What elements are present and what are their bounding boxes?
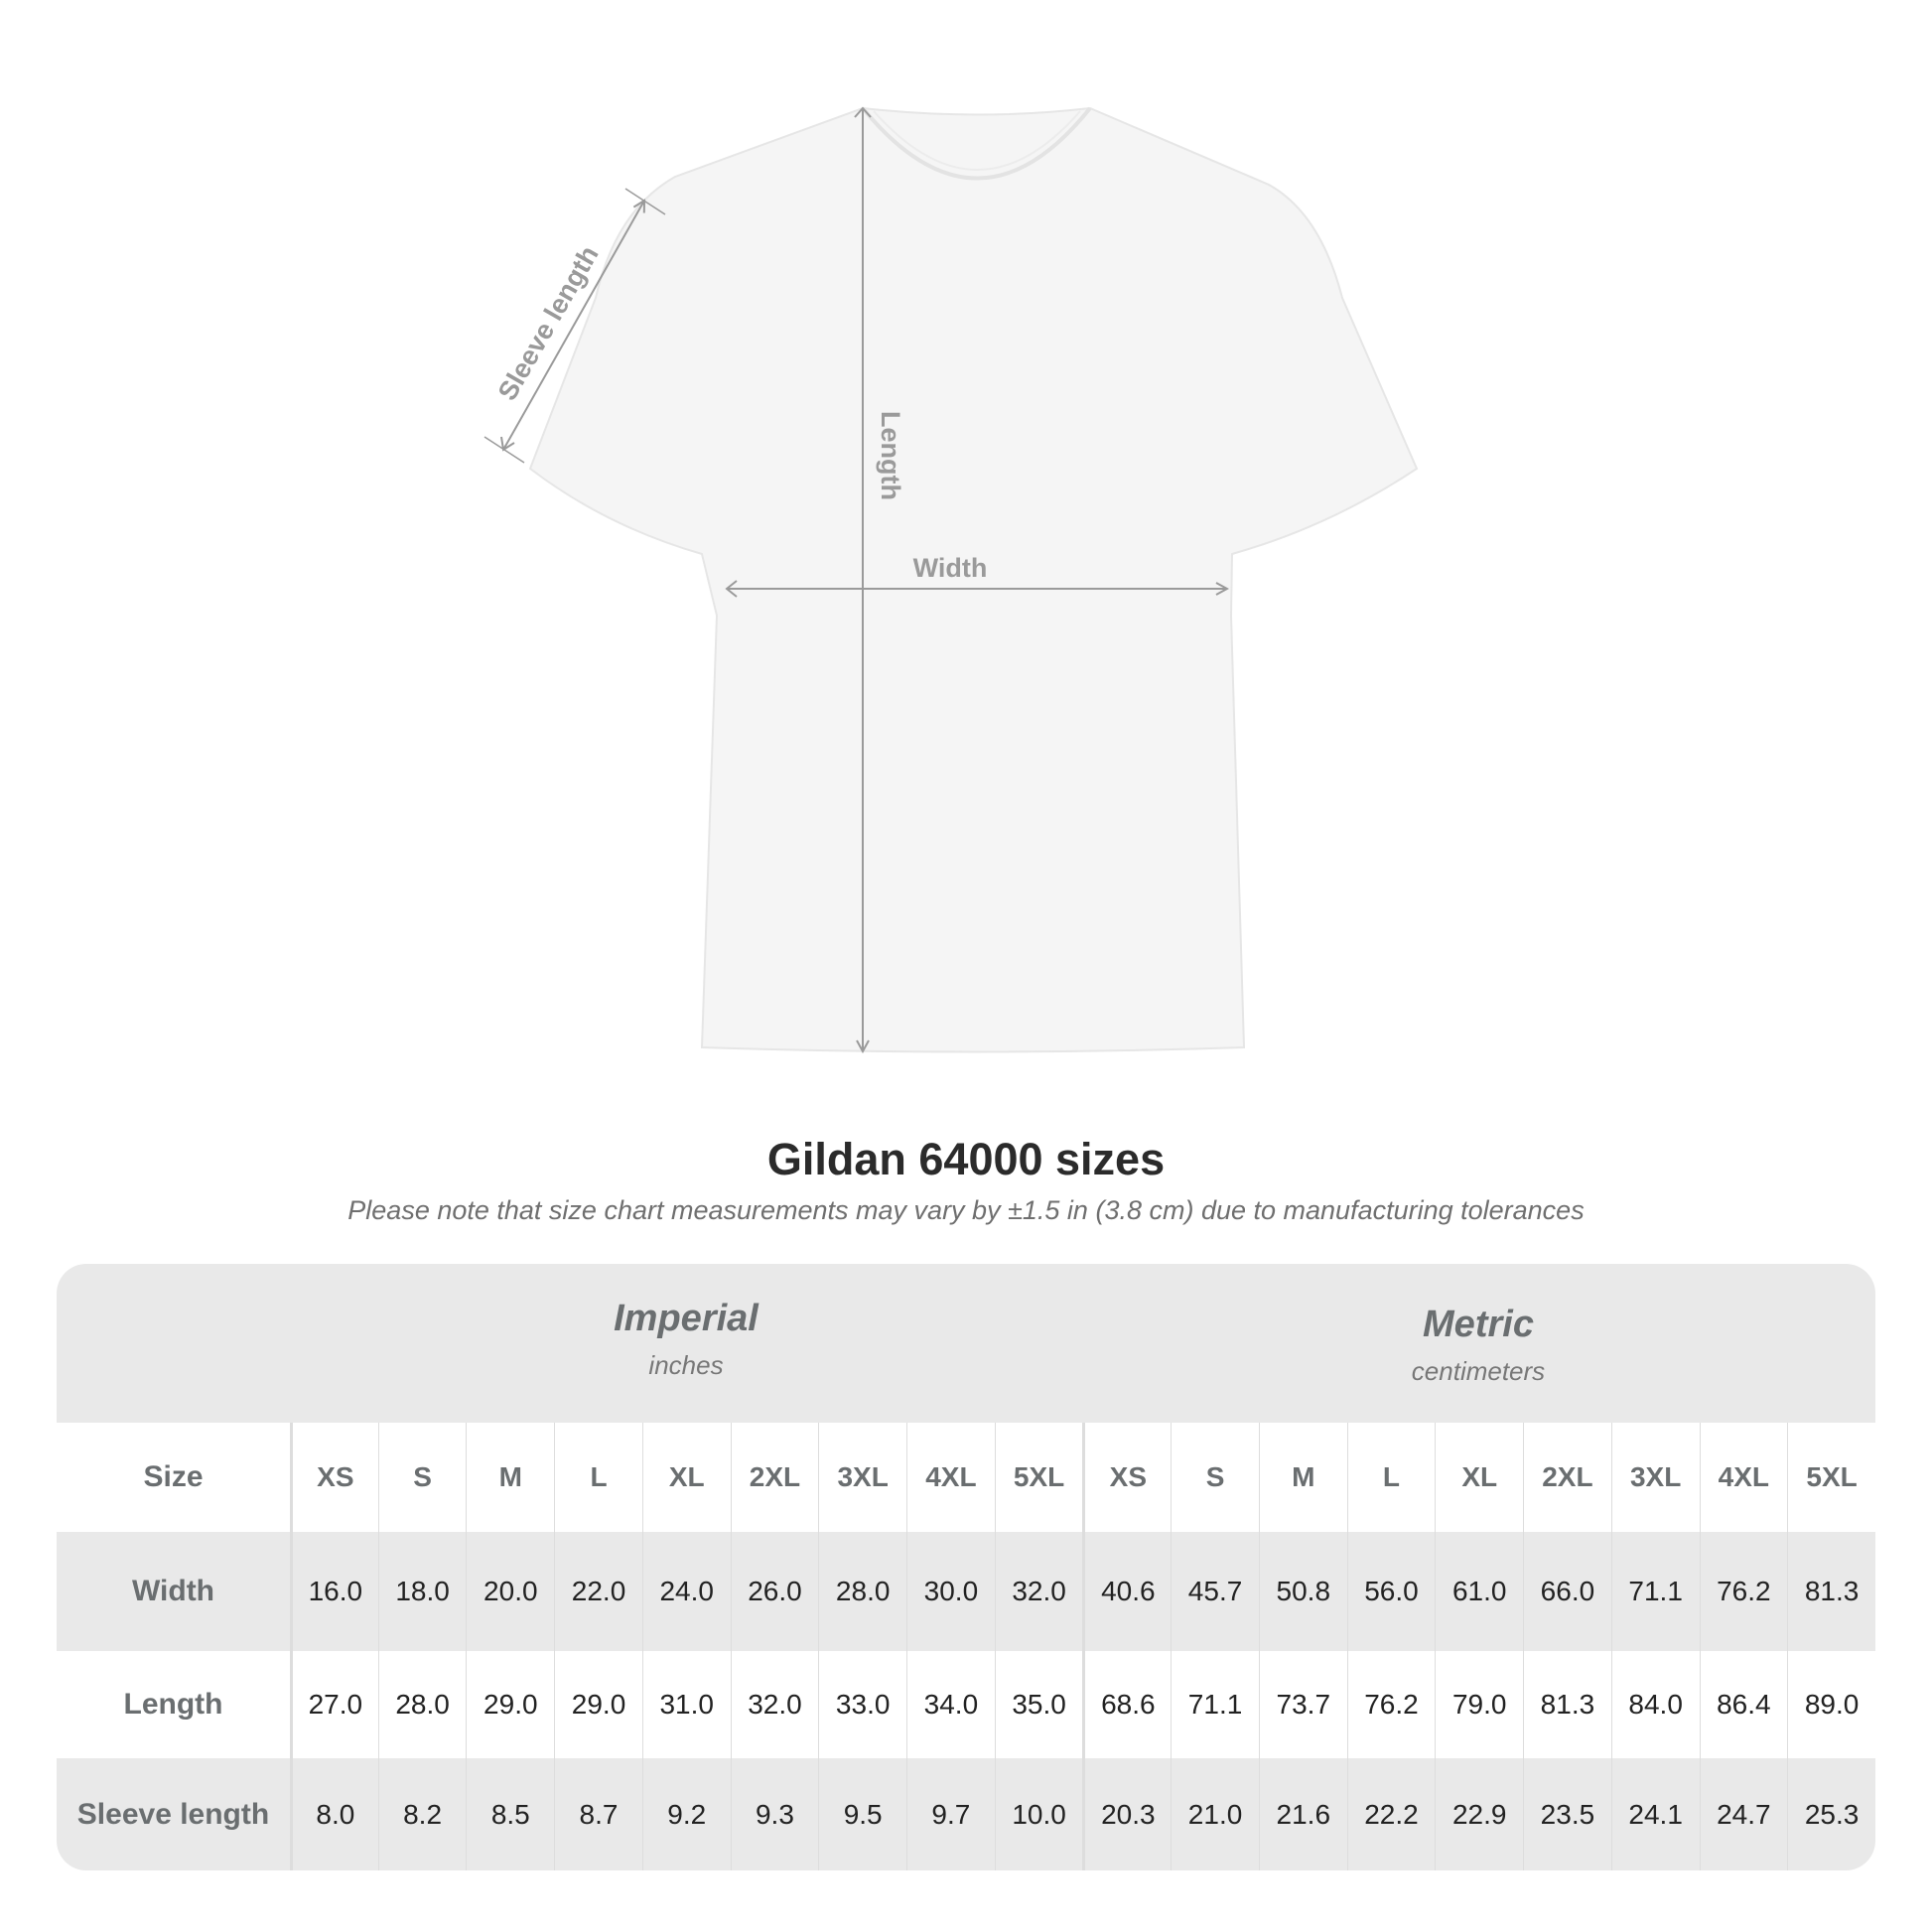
size-header: 2XL xyxy=(1523,1423,1611,1532)
imperial-value: 8.0 xyxy=(290,1758,378,1870)
tshirt-shape xyxy=(528,106,1419,1053)
metric-value: 21.0 xyxy=(1171,1758,1259,1870)
imperial-value: 20.0 xyxy=(466,1532,554,1651)
imperial-value: 18.0 xyxy=(377,1532,467,1651)
row-label: Sleeve length xyxy=(76,1797,270,1831)
size-header: XS xyxy=(290,1423,378,1532)
size-header: 4XL xyxy=(906,1423,995,1532)
imperial-value: 16.0 xyxy=(290,1532,378,1651)
size-header: L xyxy=(554,1423,642,1532)
metric-value: 71.1 xyxy=(1171,1651,1259,1758)
metric-value: 45.7 xyxy=(1171,1532,1259,1651)
metric-value: 40.6 xyxy=(1082,1532,1171,1651)
size-header: 2XL xyxy=(730,1423,819,1532)
width-label: Width xyxy=(913,553,988,583)
metric-value: 84.0 xyxy=(1610,1651,1700,1758)
page-title: Gildan 64000 sizes xyxy=(766,1134,1166,1184)
imperial-value: 29.0 xyxy=(466,1651,554,1758)
metric-value: 76.2 xyxy=(1699,1532,1788,1651)
metric-header: Metric centimeters xyxy=(1082,1304,1874,1387)
imperial-value: 9.7 xyxy=(906,1758,995,1870)
size-header: XS xyxy=(1082,1423,1171,1532)
imperial-value: 30.0 xyxy=(906,1532,995,1651)
size-header: 5XL xyxy=(1787,1423,1875,1532)
metric-value: 89.0 xyxy=(1787,1651,1875,1758)
size-header-row: Size XS S M L XL 2XL 3XL 4XL 5XL XS S M L XL 2XL 3XL 4XL 5… xyxy=(57,1423,1875,1532)
size-header: XL xyxy=(1435,1423,1523,1532)
imperial-value: 22.0 xyxy=(554,1532,642,1651)
metric-value: 79.0 xyxy=(1435,1651,1523,1758)
imperial-value: 8.7 xyxy=(554,1758,642,1870)
imperial-value: 24.0 xyxy=(641,1532,731,1651)
imperial-value: 32.0 xyxy=(994,1532,1083,1651)
metric-value: 66.0 xyxy=(1523,1532,1611,1651)
imperial-value: 32.0 xyxy=(730,1651,819,1758)
imperial-value: 28.0 xyxy=(818,1532,906,1651)
size-header: XL xyxy=(641,1423,731,1532)
size-header: M xyxy=(1258,1423,1347,1532)
imperial-title: Imperial xyxy=(614,1298,759,1339)
imperial-value: 8.5 xyxy=(466,1758,554,1870)
imperial-value: 26.0 xyxy=(730,1532,819,1651)
metric-value: 76.2 xyxy=(1346,1651,1436,1758)
table-row: Width 16.0 18.0 20.0 22.0 24.0 26.0 28.0 30.0 32.… xyxy=(57,1532,1875,1651)
size-header: 3XL xyxy=(1610,1423,1700,1532)
unit-header: Imperial inches Metric centimeters xyxy=(57,1264,1875,1423)
imperial-header: Imperial inches xyxy=(290,1298,1082,1381)
metric-value: 61.0 xyxy=(1435,1532,1523,1651)
row-label: Width xyxy=(131,1575,215,1607)
size-header: S xyxy=(1171,1423,1259,1532)
metric-value: 22.2 xyxy=(1346,1758,1436,1870)
row-label: Length xyxy=(123,1688,223,1721)
imperial-unit: inches xyxy=(648,1350,724,1380)
collar xyxy=(861,106,1092,181)
length-label: Length xyxy=(876,411,905,500)
imperial-value: 31.0 xyxy=(641,1651,731,1758)
table-row: Sleeve length 8.0 8.2 8.5 8.7 9.2 9.3 9.5 9.7 10.… xyxy=(57,1758,1875,1870)
imperial-value: 34.0 xyxy=(906,1651,995,1758)
metric-value: 24.7 xyxy=(1699,1758,1788,1870)
tolerance-note: Please note that size chart measurements… xyxy=(347,1195,1585,1225)
row-label: Size xyxy=(143,1460,204,1493)
metric-value: 71.1 xyxy=(1610,1532,1700,1651)
tshirt-diagram: Length Width Sleeve length xyxy=(483,106,1419,1092)
size-header: 5XL xyxy=(994,1423,1083,1532)
metric-value: 81.3 xyxy=(1787,1532,1875,1651)
metric-value: 20.3 xyxy=(1082,1758,1171,1870)
metric-value: 22.9 xyxy=(1435,1758,1523,1870)
metric-value: 73.7 xyxy=(1258,1651,1347,1758)
imperial-value: 29.0 xyxy=(554,1651,642,1758)
imperial-value: 9.3 xyxy=(730,1758,819,1870)
size-header: 4XL xyxy=(1699,1423,1788,1532)
metric-value: 21.6 xyxy=(1258,1758,1347,1870)
imperial-value: 28.0 xyxy=(377,1651,467,1758)
metric-value: 81.3 xyxy=(1523,1651,1611,1758)
imperial-value: 10.0 xyxy=(994,1758,1083,1870)
metric-title: Metric xyxy=(1423,1304,1534,1345)
table-row: Length 27.0 28.0 29.0 29.0 31.0 32.0 33.0 34.0 35… xyxy=(57,1651,1875,1758)
metric-value: 25.3 xyxy=(1787,1758,1875,1870)
metric-value: 23.5 xyxy=(1523,1758,1611,1870)
size-header: S xyxy=(377,1423,467,1532)
metric-value: 56.0 xyxy=(1346,1532,1436,1651)
metric-value: 50.8 xyxy=(1258,1532,1347,1651)
imperial-value: 35.0 xyxy=(994,1651,1083,1758)
sleeve-arrow xyxy=(502,201,644,451)
metric-value: 86.4 xyxy=(1699,1651,1788,1758)
imperial-value: 8.2 xyxy=(377,1758,467,1870)
imperial-value: 27.0 xyxy=(290,1651,378,1758)
imperial-value: 9.5 xyxy=(818,1758,906,1870)
imperial-value: 33.0 xyxy=(818,1651,906,1758)
imperial-value: 9.2 xyxy=(641,1758,731,1870)
size-table: Imperial inches Metric centimeters Size X… xyxy=(57,1264,1875,1870)
metric-value: 68.6 xyxy=(1082,1651,1171,1758)
size-header: 3XL xyxy=(818,1423,906,1532)
metric-unit: centimeters xyxy=(1411,1356,1546,1386)
metric-value: 24.1 xyxy=(1610,1758,1700,1870)
size-header: L xyxy=(1346,1423,1436,1532)
size-header: M xyxy=(466,1423,554,1532)
